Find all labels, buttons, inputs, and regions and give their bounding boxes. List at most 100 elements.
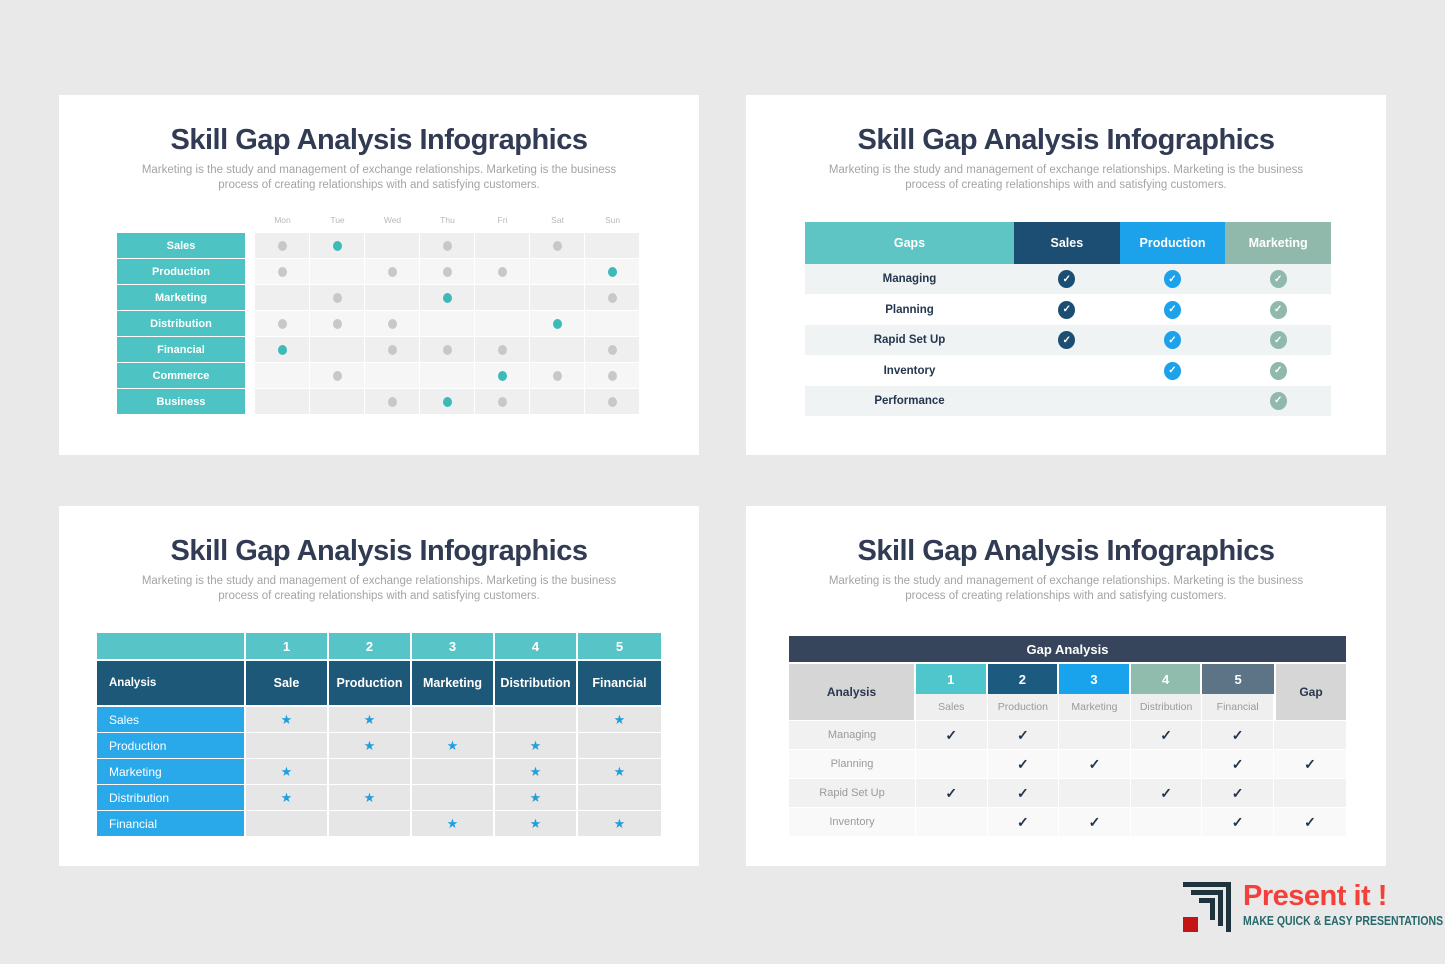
dot-cell <box>255 285 310 310</box>
check-icon: ✓ <box>1163 361 1181 380</box>
column-header-marketing: Marketing <box>412 661 495 705</box>
brand-tagline: MAKE QUICK & EASY PRESENTATIONS <box>1243 914 1444 928</box>
check-icon: ✓ <box>1160 784 1172 801</box>
gray-dot-icon <box>442 266 452 277</box>
dot-cell <box>475 337 530 362</box>
star-icon: ★ <box>363 711 376 727</box>
star-cell: ★ <box>329 707 412 732</box>
table-header-row: Gaps Sales Production Marketing <box>805 222 1331 264</box>
check-cell <box>1014 356 1120 386</box>
corner-cell: Analysis <box>97 661 246 705</box>
check-cell <box>1059 779 1131 807</box>
column-header-marketing: Marketing <box>1225 222 1331 264</box>
table-row: Managing ✓ ✓ ✓ <box>805 264 1331 295</box>
weekday-label: Sat <box>551 215 564 225</box>
check-icon: ✓ <box>1269 331 1287 350</box>
check-cell: ✓ <box>1120 264 1226 294</box>
gray-dot-icon <box>607 344 617 355</box>
column-header-financial: Financial <box>1202 694 1274 720</box>
dot-grid <box>255 233 639 415</box>
check-icon: ✓ <box>1160 726 1172 743</box>
gap-cell: ✓ <box>1274 750 1346 778</box>
star-cell: ★ <box>578 811 661 836</box>
dot-cell <box>585 311 639 336</box>
check-cell: ✓ <box>916 779 988 807</box>
dot-cell <box>475 311 530 336</box>
check-cell: ✓ <box>1059 808 1131 836</box>
panel-check-table: Skill Gap Analysis Infographics Marketin… <box>746 95 1386 455</box>
check-cell: ✓ <box>1131 721 1203 749</box>
dot-cell <box>255 389 310 414</box>
table-row: Production ★ ★ ★ <box>97 733 661 758</box>
gray-dot-icon <box>552 240 562 251</box>
row-label: Planning <box>789 750 916 778</box>
star-cell <box>495 707 578 732</box>
dot-grid-row <box>255 259 639 284</box>
gray-dot-icon <box>607 292 617 303</box>
column-header-sales: Sales <box>916 694 988 720</box>
row-label: Marketing <box>97 759 246 784</box>
check-icon: ✓ <box>1017 784 1029 801</box>
dot-cell <box>365 259 420 284</box>
check-cell: ✓ <box>1120 356 1226 386</box>
row-label: Planning <box>885 303 934 316</box>
check-cell: ✓ <box>1131 779 1203 807</box>
row-label: Financial <box>97 811 246 836</box>
teal-dot-icon <box>442 292 452 303</box>
dot-cell <box>365 337 420 362</box>
column-header-financial: Financial <box>578 661 661 705</box>
gray-dot-icon <box>277 266 287 277</box>
row-label: Financial <box>117 337 245 362</box>
row-label: Marketing <box>117 285 245 310</box>
check-icon: ✓ <box>1163 300 1181 319</box>
star-cell: ★ <box>495 733 578 758</box>
check-icon: ✓ <box>945 784 958 801</box>
check-icon: ✓ <box>1017 813 1029 830</box>
dot-cell <box>530 285 585 310</box>
table-row: Marketing ★ ★ ★ <box>97 759 661 784</box>
row-label: Production <box>97 733 246 758</box>
gray-dot-icon <box>497 396 507 407</box>
check-cell: ✓ <box>1202 808 1274 836</box>
check-cell: ✓ <box>988 779 1060 807</box>
gray-dot-icon <box>387 344 397 355</box>
star-cell: ★ <box>329 785 412 810</box>
check-cell <box>916 808 988 836</box>
dot-cell <box>310 311 365 336</box>
check-icon: ✓ <box>1058 270 1076 289</box>
star-icon: ★ <box>613 763 626 779</box>
category-header-row: Sales Production Marketing Distribution Fina… <box>916 694 1274 720</box>
row-label: Managing <box>882 273 937 286</box>
row-label: Production <box>117 259 245 284</box>
check-cell: ✓ <box>988 721 1060 749</box>
star-cell: ★ <box>329 733 412 758</box>
check-cell: ✓ <box>1225 295 1331 325</box>
number-header: 1 <box>916 664 988 694</box>
column-header-production: Production <box>987 694 1060 720</box>
teal-dot-icon <box>332 240 342 251</box>
gray-dot-icon <box>277 240 287 251</box>
dot-cell <box>365 311 420 336</box>
star-icon: ★ <box>613 711 626 727</box>
check-icon: ✓ <box>1269 361 1287 380</box>
check-cell: ✓ <box>1014 295 1120 325</box>
star-icon: ★ <box>446 815 459 831</box>
dot-cell <box>365 363 420 388</box>
star-cell: ★ <box>495 759 578 784</box>
row-label: Commerce <box>117 363 245 388</box>
table-row: Inventory ✓ ✓ ✓ ✓ <box>789 808 1346 836</box>
check-icon: ✓ <box>1304 813 1316 830</box>
table-row: Planning ✓ ✓ ✓ ✓ <box>789 750 1346 778</box>
table-row: Financial ★ ★ ★ <box>97 811 661 836</box>
dot-cell <box>255 311 310 336</box>
star-cell <box>329 759 412 784</box>
dot-cell <box>475 363 530 388</box>
teal-dot-icon <box>442 396 452 407</box>
star-icon: ★ <box>363 737 376 753</box>
table-row: Managing ✓ ✓ ✓ ✓ <box>789 721 1346 749</box>
star-cell <box>578 733 661 758</box>
row-label: Performance <box>874 394 945 407</box>
